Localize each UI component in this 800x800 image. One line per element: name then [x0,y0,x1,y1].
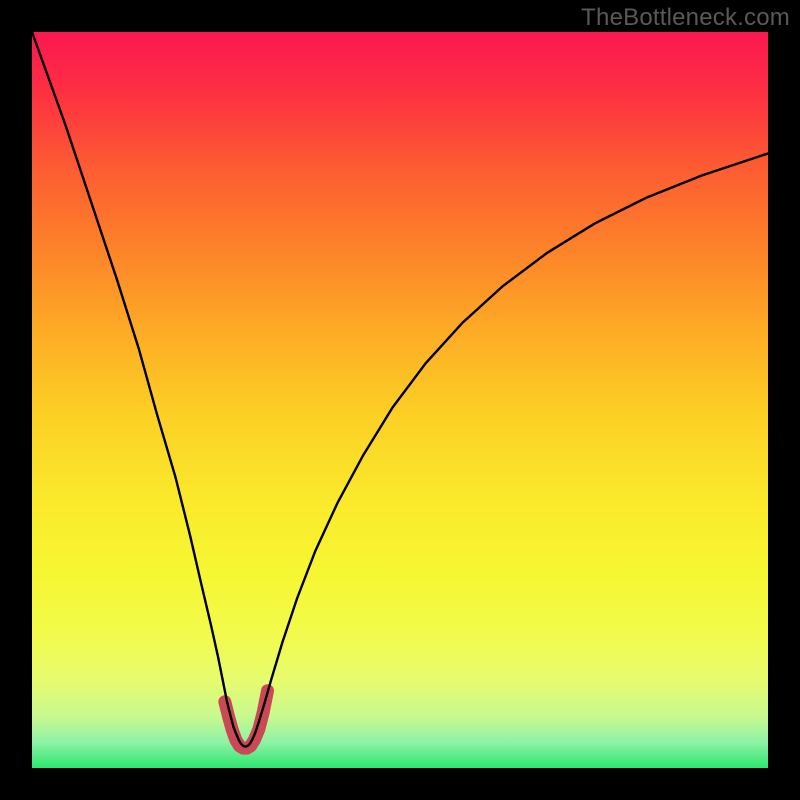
gradient-background [32,32,768,768]
bottleneck-curve-chart [32,32,768,768]
chart-frame: TheBottleneck.com [0,0,800,800]
watermark-text: TheBottleneck.com [581,4,790,32]
